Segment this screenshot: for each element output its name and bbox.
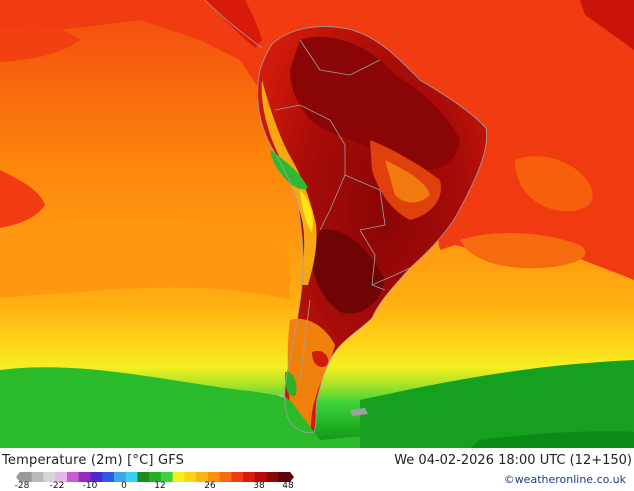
andes-green-patch-1 <box>270 150 308 190</box>
ocean-orange-patch-east <box>515 156 593 212</box>
valid-time: We 04-02-2026 18:00 UTC (12+150) <box>394 453 632 468</box>
colorbar-segment <box>266 472 279 482</box>
colorbar-tick-label: 38 <box>253 481 265 491</box>
map-canvas <box>0 0 634 448</box>
ocean-hot-zone-northwest <box>0 24 80 62</box>
land-caribbean-ne <box>580 0 634 50</box>
colorbar-segment <box>90 472 103 482</box>
ocean-hot-zone-north <box>0 0 634 250</box>
footer <box>0 448 634 490</box>
colorbar-tick-label: 0 <box>121 481 127 491</box>
colorbar-segment <box>113 472 127 482</box>
ocean-hot-zone-west <box>0 170 45 228</box>
colorbar-tick-label: 12 <box>154 481 166 491</box>
colorbar-left-arrow <box>16 472 20 482</box>
patagonia-red-spot <box>312 350 329 367</box>
andes-yellow-patch <box>300 190 313 232</box>
southern-dark-green <box>360 360 634 448</box>
colorbar-segment <box>43 472 56 482</box>
colorbar-segment <box>278 472 291 482</box>
patagonia-warm <box>287 318 335 432</box>
land-central-america <box>205 0 262 48</box>
colorbar-segment <box>125 472 138 482</box>
colorbar-segment <box>66 472 80 482</box>
colorbar-segment <box>207 472 221 482</box>
brazil-highlands-orange <box>385 160 430 203</box>
ocean-orange-patch-southeast <box>460 233 586 269</box>
ocean-orange-band-west <box>0 219 290 300</box>
colorbar-segment <box>78 472 91 482</box>
colorbar-segment <box>102 472 115 482</box>
andes-cool-strip <box>261 80 317 285</box>
colorbar-tick-label: -22 <box>49 481 65 491</box>
colorbar-right-arrow <box>290 472 294 482</box>
colorbar-tick-label: -10 <box>82 481 98 491</box>
colorbar-tick-label: -28 <box>14 481 30 491</box>
colorbar-segment <box>184 472 197 482</box>
amazon-hot-core <box>290 36 460 170</box>
chaco-hot-core <box>311 229 385 314</box>
colorbar-segment <box>243 472 256 482</box>
credit-link[interactable]: ©weatheronline.co.uk <box>503 473 626 486</box>
colorbar-tick-label: 48 <box>282 481 294 491</box>
map-title: Temperature (2m) [°C] GFS <box>2 453 185 468</box>
colorbar-segment <box>172 472 185 482</box>
colorbar-segment <box>254 472 268 482</box>
colorbar-segment <box>31 472 44 482</box>
colorbar-segment <box>196 472 209 482</box>
colorbar-tick-label: 26 <box>204 481 216 491</box>
colorbar-segment <box>20 472 33 482</box>
colorbar-segment <box>55 472 68 482</box>
colorbar-segment <box>137 472 150 482</box>
colorbar-segment <box>231 472 244 482</box>
antarctic-edge <box>470 431 634 448</box>
colorbar-segment <box>219 472 232 482</box>
temperature-map <box>0 0 634 448</box>
colorbar-segment <box>149 472 162 482</box>
patagonia-green <box>284 371 297 397</box>
colorbar-segment <box>160 472 174 482</box>
color-scale-bar <box>16 472 294 482</box>
falklands <box>350 408 368 416</box>
country-borders <box>204 0 488 434</box>
